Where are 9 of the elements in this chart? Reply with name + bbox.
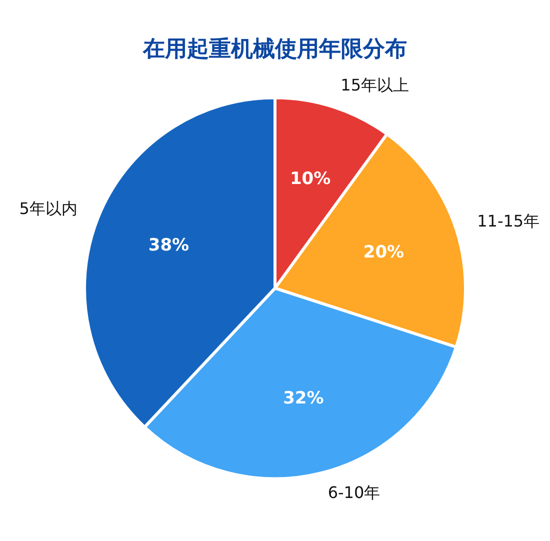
data-label: 38% <box>148 236 190 256</box>
slice-label: 6-10年 <box>328 483 380 502</box>
chart-title: 在用起重机械使用年限分布 <box>142 36 407 62</box>
slice-label: 11-15年 <box>477 212 540 231</box>
slice-label: 15年以上 <box>340 75 410 94</box>
data-label: 32% <box>283 388 324 408</box>
slice-label: 5年以内 <box>19 199 78 218</box>
data-label: 20% <box>363 242 404 262</box>
data-label: 10% <box>290 168 331 189</box>
